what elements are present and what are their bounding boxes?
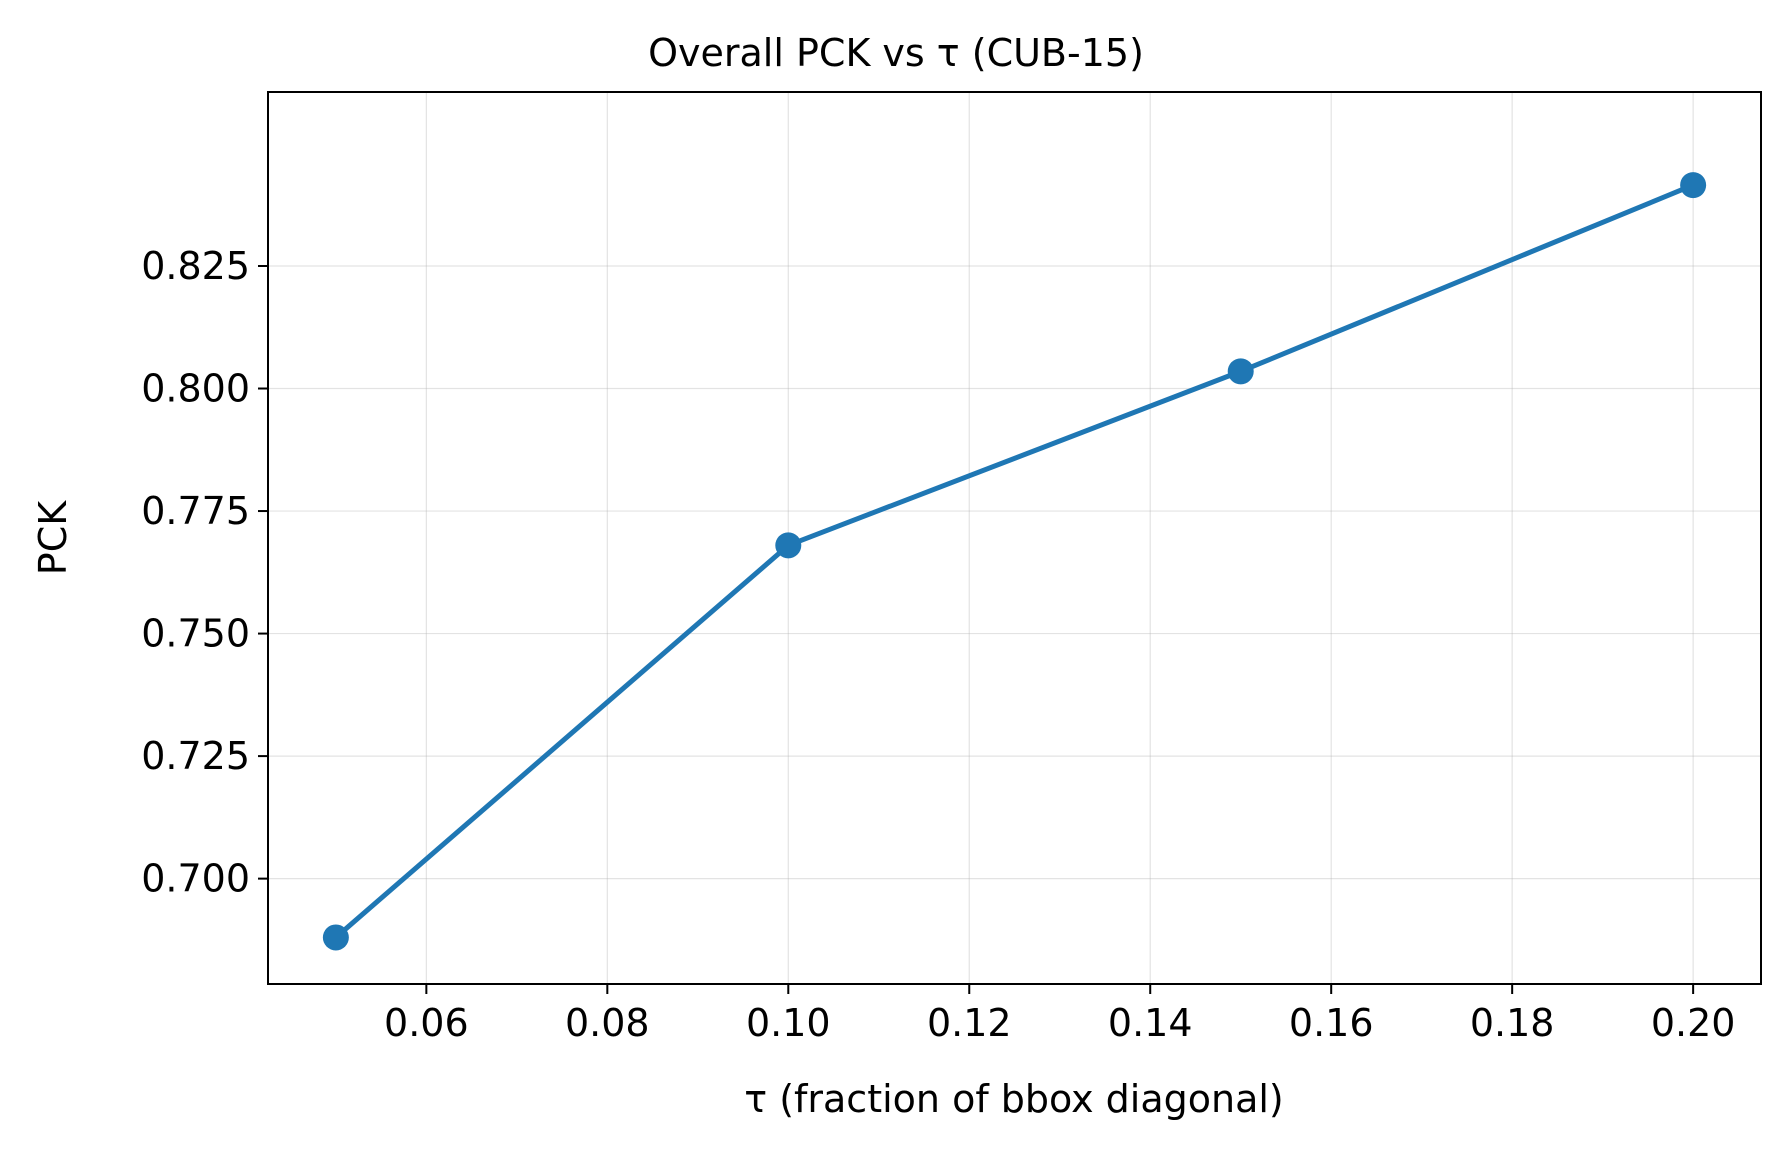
y-tick-label: 0.700 bbox=[141, 857, 250, 901]
data-point bbox=[1227, 358, 1254, 385]
x-tick-label: 0.08 bbox=[565, 1001, 650, 1045]
data-point bbox=[775, 532, 802, 559]
plot-frame bbox=[267, 91, 1762, 985]
x-tick-label: 0.06 bbox=[384, 1001, 469, 1045]
chart-title: Overall PCK vs τ (CUB-15) bbox=[648, 31, 1144, 75]
y-tick-label: 0.800 bbox=[141, 367, 250, 411]
y-tick-label: 0.725 bbox=[141, 734, 250, 778]
y-tick-label: 0.775 bbox=[141, 489, 250, 533]
x-tick-label: 0.10 bbox=[746, 1001, 831, 1045]
grid bbox=[268, 92, 1761, 984]
x-tick-label: 0.14 bbox=[1108, 1001, 1193, 1045]
x-axis-label: τ (fraction of bbox diagonal) bbox=[744, 1077, 1284, 1121]
x-tick-label: 0.16 bbox=[1289, 1001, 1374, 1045]
x-tick-label: 0.20 bbox=[1651, 1001, 1736, 1045]
data-point bbox=[1680, 172, 1707, 199]
series-line bbox=[333, 182, 1696, 940]
ticks: 0.06 0.08 0.10 0.12 0.14 0.16 0.18 0.20 0.700 0.7… bbox=[141, 244, 1735, 1045]
series-layer bbox=[322, 172, 1707, 951]
y-axis-label: PCK bbox=[31, 500, 75, 575]
x-tick-label: 0.18 bbox=[1470, 1001, 1555, 1045]
y-tick-label: 0.750 bbox=[141, 612, 250, 656]
data-point bbox=[322, 924, 349, 951]
y-tick-label: 0.825 bbox=[141, 244, 250, 288]
x-tick-label: 0.12 bbox=[927, 1001, 1012, 1045]
